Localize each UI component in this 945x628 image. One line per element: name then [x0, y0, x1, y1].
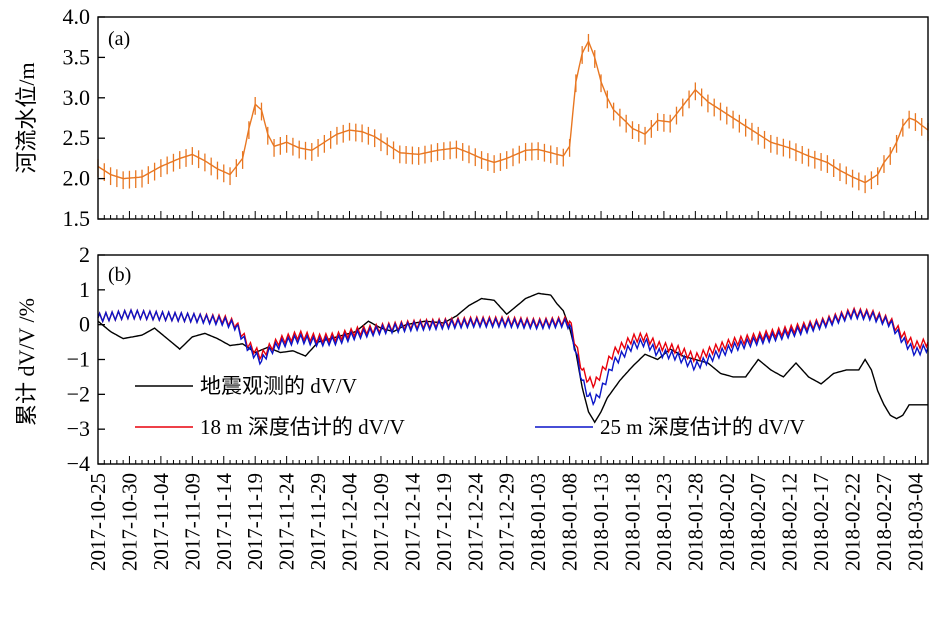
x-tick-label: 2017-12-04 — [338, 473, 362, 571]
x-tick-label: 2017-11-24 — [275, 473, 299, 571]
x-tick-label: 2018-02-07 — [746, 473, 770, 571]
legend-label-18m: 18 m 深度估计的 dV/V — [200, 415, 405, 439]
legend-label-25m: 25 m 深度估计的 dV/V — [600, 415, 805, 439]
x-tick-label: 2017-11-09 — [180, 473, 204, 570]
x-tick-label: 2017-12-19 — [432, 473, 456, 571]
panel-b: −4 −3 −2 −1 0 1 2 (b) 累计 dV/V /% 地震观测的 dV/V 18… — [14, 242, 929, 476]
x-tick-label: 2018-02-12 — [778, 473, 802, 571]
x-tick-label: 2018-01-23 — [652, 473, 676, 571]
series-line-0 — [97, 292, 928, 424]
panel-b-ylabel: 累计 dV/V /% — [14, 298, 39, 426]
x-tick-label: 2017-10-25 — [86, 473, 110, 571]
panel-a-frame — [97, 16, 929, 220]
x-tick-label: 2017-10-30 — [117, 473, 141, 571]
x-tick-label: 2017-12-24 — [463, 473, 487, 571]
x-tick-label: 2017-12-09 — [369, 473, 393, 571]
y-tick-label: 2.0 — [63, 166, 91, 191]
y-tick-label: 1.5 — [63, 206, 91, 231]
legend-label-seismic: 地震观测的 dV/V — [200, 374, 357, 398]
series-line-2 — [97, 308, 929, 407]
y-tick-label: 3.0 — [63, 85, 91, 110]
x-tick-label: 2017-12-29 — [495, 473, 519, 571]
y-tick-label: −1 — [67, 347, 90, 372]
x-tick-label: 2018-01-03 — [526, 473, 550, 571]
x-tick-label: 2018-02-17 — [809, 473, 833, 571]
x-tick-label: 2018-01-13 — [589, 473, 613, 571]
x-tick-label: 2018-01-28 — [683, 473, 707, 571]
panel-b-ticks: −4 −3 −2 −1 0 1 2 — [67, 242, 929, 476]
panel-b-frame — [97, 254, 929, 465]
panel-a-ylabel: 河流水位/m — [14, 62, 39, 173]
legend-item-25m: 25 m 深度估计的 dV/V — [535, 415, 805, 439]
x-tick-label: 2018-03-04 — [903, 473, 927, 571]
legend-item-seismic: 地震观测的 dV/V — [135, 374, 357, 398]
y-tick-label: 2.5 — [63, 125, 91, 150]
y-tick-label: −4 — [67, 451, 90, 476]
x-tick-label: 2018-01-18 — [621, 473, 645, 571]
panel-b-label: (b) — [108, 264, 131, 286]
legend: 地震观测的 dV/V 18 m 深度估计的 dV/V 25 m 深度估计的 dV… — [135, 374, 805, 439]
y-tick-label: −3 — [67, 416, 90, 441]
x-tick-labels: 2017-10-25 2017-10-30 2017-11-04 2017-11-09… — [86, 473, 927, 571]
x-tick-label: 2018-02-27 — [872, 473, 896, 571]
panel-a-series — [97, 33, 929, 194]
panel-a: 1.5 2.0 2.5 3.0 3.5 4.0 (a) 河流水位/m — [14, 4, 929, 231]
x-tick-label: 2017-11-19 — [243, 473, 267, 570]
x-tick-label: 2017-12-14 — [400, 473, 424, 571]
x-tick-label: 2018-02-22 — [841, 473, 865, 571]
panel-b-series — [97, 292, 929, 424]
legend-item-18m: 18 m 深度估计的 dV/V — [135, 415, 405, 439]
y-tick-label: 2 — [79, 242, 90, 267]
x-tick-label: 2017-11-29 — [306, 473, 330, 570]
y-tick-label: 3.5 — [63, 44, 91, 69]
x-tick-label: 2018-01-08 — [558, 473, 582, 571]
y-tick-label: 0 — [79, 312, 90, 337]
x-tick-label: 2017-11-14 — [212, 473, 236, 571]
y-tick-label: 4.0 — [63, 4, 91, 29]
panel-a-ticks: 1.5 2.0 2.5 3.0 3.5 4.0 — [63, 4, 929, 231]
x-tick-label: 2018-02-02 — [715, 473, 739, 571]
x-tick-label: 2017-11-04 — [149, 473, 173, 571]
y-tick-label: 1 — [79, 277, 90, 302]
panel-a-label: (a) — [108, 28, 130, 50]
y-tick-label: −2 — [67, 381, 90, 406]
